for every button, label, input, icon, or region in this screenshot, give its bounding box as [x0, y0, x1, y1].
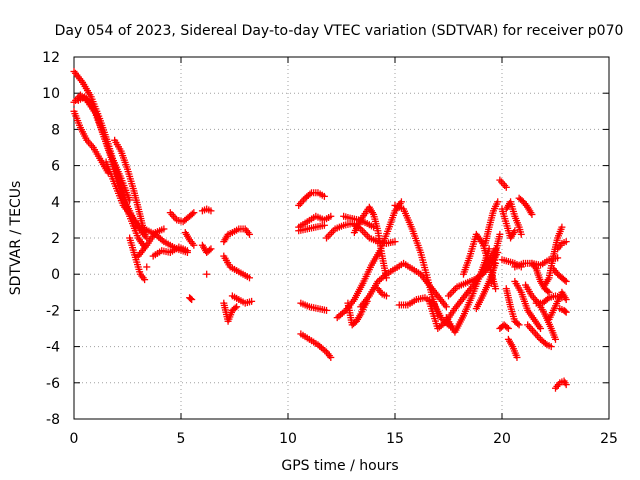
data-point [188, 296, 196, 304]
x-tick-label: 10 [279, 431, 297, 447]
data-point [160, 225, 168, 233]
data-point [543, 295, 551, 303]
data-point [562, 296, 570, 304]
data-point [190, 241, 198, 249]
data-point [492, 285, 500, 293]
y-tick-label: 2 [51, 231, 60, 247]
x-tick-label: 5 [177, 431, 186, 447]
data-point [562, 381, 570, 389]
data-point [327, 212, 335, 220]
y-tick-label: -2 [46, 303, 60, 319]
data-point [327, 353, 335, 361]
data-point [514, 320, 522, 328]
data-point [494, 198, 502, 206]
data-point [513, 353, 521, 361]
data-point [382, 292, 390, 300]
data-point [537, 325, 545, 332]
data-point [207, 207, 215, 215]
data-point [552, 335, 559, 343]
data-point [561, 307, 569, 315]
data-point [190, 209, 198, 217]
data-point [183, 247, 191, 255]
data-point [231, 304, 239, 312]
data-point [126, 196, 134, 204]
data-point [187, 295, 195, 303]
data-point [188, 210, 196, 218]
x-tick-label: 0 [70, 431, 79, 447]
data-point [528, 210, 536, 218]
data-point [207, 245, 215, 253]
y-tick-label: 6 [51, 159, 60, 175]
grid-lines [74, 57, 609, 419]
data-point [544, 287, 552, 295]
data-point [442, 303, 450, 311]
y-tick-label: 4 [51, 195, 60, 211]
data-point [397, 198, 405, 206]
data-point [245, 274, 253, 282]
data-points [70, 67, 570, 392]
data-point [306, 190, 314, 198]
data-point [206, 246, 214, 254]
x-axis: 0 5 10 15 20 25 [70, 57, 618, 447]
chart-title: Day 054 of 2023, Sidereal Day-to-day VTE… [55, 23, 624, 39]
x-tick-label: 25 [600, 431, 618, 447]
y-axis-title: SDTVAR / TECUs [8, 181, 24, 296]
data-point [502, 183, 510, 191]
data-point [562, 238, 570, 246]
data-point [203, 270, 211, 278]
y-tick-label: 10 [42, 86, 60, 102]
data-point [391, 238, 399, 246]
y-tick-label: -6 [46, 376, 60, 392]
data-point [541, 339, 549, 347]
data-point [496, 230, 504, 238]
data-point [515, 321, 523, 329]
x-axis-title: GPS time / hours [281, 458, 398, 474]
data-point [320, 221, 328, 229]
x-tick-label: 20 [493, 431, 511, 447]
data-point [545, 288, 553, 296]
data-point [558, 223, 566, 231]
data-point [233, 303, 241, 311]
data-point [323, 306, 331, 314]
data-point [141, 276, 149, 284]
data-point [248, 297, 256, 305]
data-point [143, 263, 151, 271]
data-point [245, 230, 253, 238]
y-tick-label: -8 [46, 412, 60, 428]
y-tick-label: 0 [51, 267, 60, 283]
data-point [517, 230, 525, 238]
y-tick-label: 8 [51, 122, 60, 138]
y-tick-label: -4 [46, 340, 60, 356]
data-point [320, 192, 328, 200]
data-point [504, 325, 512, 332]
data-point [511, 227, 519, 235]
y-axis: -8 -6 -4 -2 0 2 4 6 8 10 12 [42, 50, 609, 428]
data-point [562, 308, 570, 316]
data-point [561, 276, 569, 284]
data-point [562, 277, 570, 285]
data-point [547, 343, 555, 351]
data-point [503, 323, 511, 331]
y-tick-label: 12 [42, 50, 60, 66]
x-tick-label: 15 [386, 431, 404, 447]
